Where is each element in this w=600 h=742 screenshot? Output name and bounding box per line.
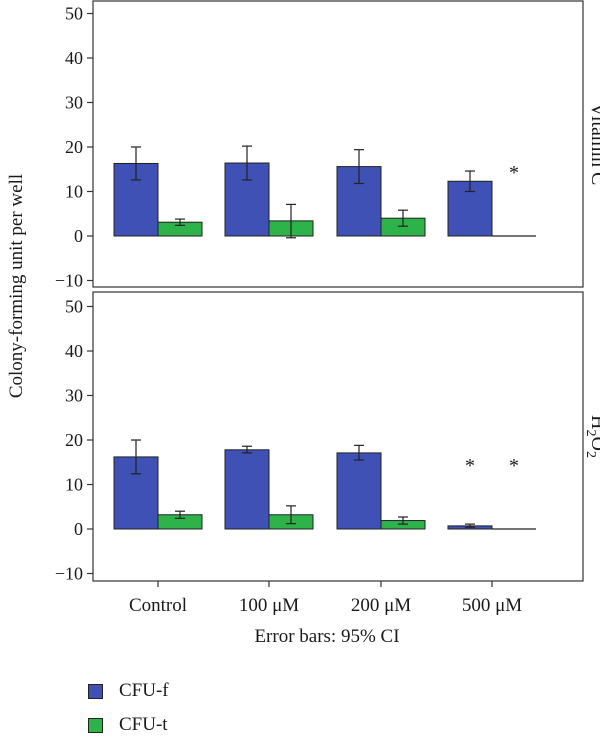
significance-marker: * xyxy=(509,455,519,477)
x-tick-label-200-m: 200 μM xyxy=(351,595,411,616)
panel-label-h2o2: H2O2 xyxy=(583,415,600,458)
y-tick-label: 0 xyxy=(74,226,83,246)
panel-h2o2: −10 0 10 20 30 40 50 * * H2O2 xyxy=(55,291,600,584)
bar-cfu-f-200-m xyxy=(336,452,382,530)
y-tick-label: −10 xyxy=(55,564,83,584)
legend-item-cfu-t: CFU-t xyxy=(88,708,169,742)
x-tick-label-100-m: 100 μM xyxy=(239,595,299,616)
panel-vitamin-c: −10 0 10 20 30 40 50 * Vitamin C xyxy=(55,0,600,291)
y-tick-label: 10 xyxy=(65,475,83,495)
significance-marker: * xyxy=(509,162,519,184)
y-tick-label: −10 xyxy=(55,271,83,291)
y-tick-label: 40 xyxy=(65,48,83,68)
y-tick-label: 50 xyxy=(65,4,83,24)
y-tick-label: 10 xyxy=(65,182,83,202)
y-tick-label: 40 xyxy=(65,341,83,361)
legend-label-cfu-f: CFU-f xyxy=(119,680,169,701)
legend-item-cfu-f: CFU-f xyxy=(88,674,169,708)
legend-swatch-cfu-t xyxy=(88,717,103,733)
legend-label-cfu-t: CFU-t xyxy=(119,714,168,735)
x-tick-label-control: Control xyxy=(129,595,187,616)
x-axis-label: Error bars: 95% CI xyxy=(254,626,399,647)
y-tick-label: 20 xyxy=(65,137,83,157)
legend: CFU-f CFU-t xyxy=(88,674,169,742)
panel-label-vitamin-c: Vitamin C xyxy=(587,103,600,186)
y-tick-label: 0 xyxy=(74,519,83,539)
panel-frame xyxy=(92,291,584,582)
bar-cfu-f-100-m xyxy=(224,449,270,530)
y-tick-label: 50 xyxy=(65,297,83,317)
y-axis-label: Colony-forming unit per well xyxy=(6,174,27,398)
y-tick-label: 30 xyxy=(65,93,83,113)
y-tick-label: 20 xyxy=(65,430,83,450)
panel-frame xyxy=(92,0,584,288)
legend-swatch-cfu-f xyxy=(88,683,103,699)
significance-marker: * xyxy=(465,455,475,477)
x-tick-label-500-m: 500 μM xyxy=(462,595,522,616)
y-tick-label: 30 xyxy=(65,386,83,406)
